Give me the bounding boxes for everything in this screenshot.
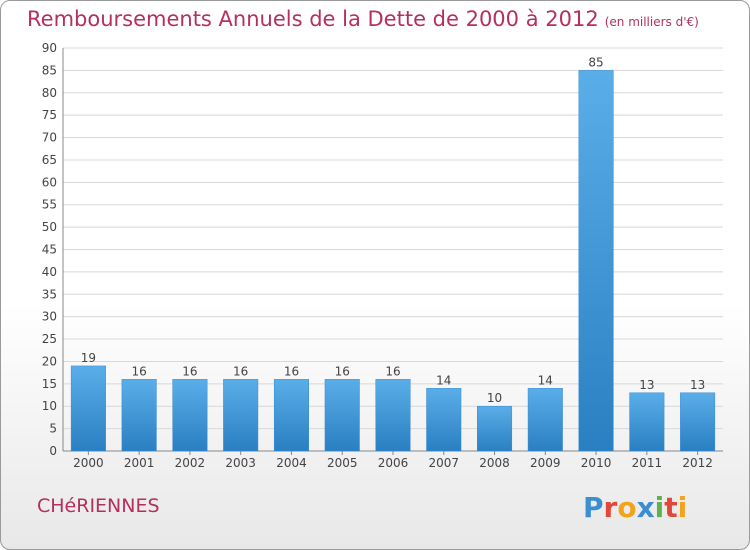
bar-value-label: 13 — [690, 378, 705, 392]
bar-value-label: 13 — [639, 378, 654, 392]
x-tick-label: 2010 — [581, 456, 612, 470]
x-tick-label: 2003 — [225, 456, 256, 470]
y-tick-label: 10 — [42, 399, 57, 413]
x-tick-label: 2002 — [175, 456, 206, 470]
x-tick-label: 2001 — [124, 456, 155, 470]
commune-name: CHéRIENNES — [37, 495, 160, 517]
proxiti-logo: Proxiti — [583, 491, 687, 524]
bar — [273, 379, 309, 452]
y-tick-label: 85 — [42, 63, 57, 77]
x-tick-label: 2011 — [632, 456, 663, 470]
y-tick-label: 25 — [42, 332, 57, 346]
bar — [121, 379, 157, 452]
y-tick-label: 60 — [42, 175, 57, 189]
bars — [70, 70, 716, 452]
y-tick-label: 5 — [49, 422, 57, 436]
x-tick-label: 2012 — [682, 456, 713, 470]
y-tick-label: 0 — [49, 444, 57, 458]
unit-note: (en milliers d'€) — [604, 15, 699, 29]
bar — [70, 365, 106, 452]
y-tick-label: 35 — [42, 287, 57, 301]
y-tick-label: 30 — [42, 310, 57, 324]
y-tick-label: 75 — [42, 108, 57, 122]
labels: 0 5 10 15 20 25 30 35 40 45 50 55 60 65 70 75 80 85 90 19 20… — [42, 41, 713, 470]
y-tick-label: 65 — [42, 153, 57, 167]
bar-value-label: 16 — [335, 364, 350, 378]
bar — [477, 405, 513, 452]
x-tick-label: 2008 — [479, 456, 510, 470]
bar — [172, 379, 208, 452]
y-tick-label: 50 — [42, 220, 57, 234]
y-tick-label: 70 — [42, 131, 57, 145]
bar-value-label: 16 — [182, 364, 197, 378]
chart-title: Remboursements Annuels de la Dette de 20… — [27, 7, 699, 31]
bar — [578, 70, 614, 452]
chart-title-text: Remboursements Annuels de la Dette de 20… — [27, 7, 599, 31]
y-tick-label: 80 — [42, 86, 57, 100]
bar-value-label: 16 — [132, 364, 147, 378]
bar — [375, 379, 411, 452]
bar-value-label: 85 — [588, 55, 603, 69]
bar-value-label: 14 — [436, 373, 451, 387]
bar-value-label: 16 — [284, 364, 299, 378]
bar-value-label: 19 — [81, 351, 96, 365]
y-tick-label: 90 — [42, 41, 57, 55]
x-tick-label: 2006 — [378, 456, 409, 470]
y-tick-label: 20 — [42, 354, 57, 368]
bar — [680, 392, 716, 452]
bar — [527, 388, 563, 452]
bar-value-label: 16 — [233, 364, 248, 378]
x-tick-label: 2004 — [276, 456, 307, 470]
x-tick-label: 2005 — [327, 456, 358, 470]
bar — [426, 388, 462, 452]
y-tick-label: 45 — [42, 243, 57, 257]
bar — [223, 379, 259, 452]
bar — [629, 392, 665, 452]
y-tick-label: 55 — [42, 198, 57, 212]
bar-value-label: 16 — [385, 364, 400, 378]
bar-value-label: 14 — [538, 373, 553, 387]
bar-value-label: 10 — [487, 391, 502, 405]
y-tick-label: 40 — [42, 265, 57, 279]
x-tick-label: 2000 — [73, 456, 104, 470]
x-tick-label: 2009 — [530, 456, 561, 470]
x-tick-label: 2007 — [428, 456, 459, 470]
y-tick-label: 15 — [42, 377, 57, 391]
bar — [324, 379, 360, 452]
svg-text:Proxiti: Proxiti — [583, 491, 687, 524]
